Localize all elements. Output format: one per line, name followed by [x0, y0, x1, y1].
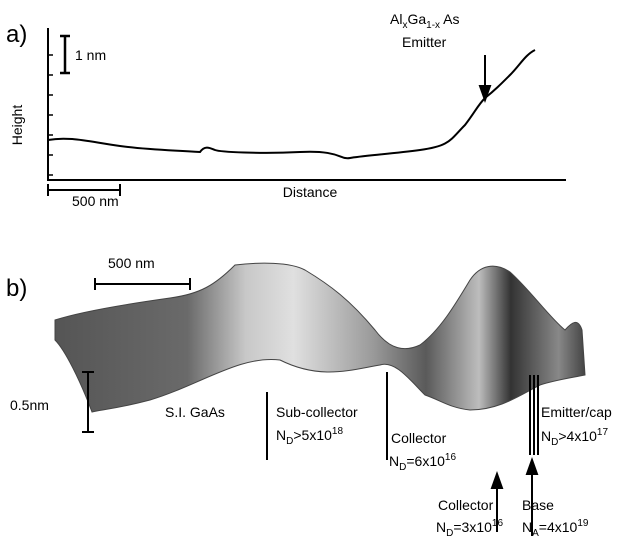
text: N: [522, 519, 532, 535]
emitter-name: Emitter: [402, 34, 447, 50]
panel-b: b) 500 nm 0.5nm S.I. GaAs Sub-collector …: [6, 255, 612, 539]
text: 16: [492, 518, 504, 529]
emitter-formula: AlxGa1-x As: [390, 11, 460, 31]
afm-surface: [54, 262, 586, 413]
z-scale: 0.5nm: [10, 397, 49, 413]
layer-name: Emitter/cap: [541, 404, 612, 420]
panel-label: b): [6, 275, 27, 302]
height-scale: 1 nm: [75, 47, 106, 63]
panel-label: a): [6, 21, 27, 48]
layer-labels: Sub-collector ND>5x1018 Collector ND=6x1…: [276, 404, 612, 539]
layer-name: Collector: [438, 497, 494, 513]
doping: NA=4x1019: [522, 518, 589, 539]
text: Ga: [407, 11, 426, 27]
y-label: Height: [9, 105, 25, 146]
annotation-lines: [82, 278, 539, 536]
text: D: [551, 437, 558, 448]
text: >5x10: [293, 427, 332, 443]
text: =4x10: [539, 519, 578, 535]
text: =6x10: [406, 453, 445, 469]
substrate-label: S.I. GaAs: [165, 404, 225, 420]
doping: ND>4x1017: [541, 427, 608, 448]
text: 17: [597, 427, 609, 438]
x-label: Distance: [283, 184, 338, 200]
text: 18: [332, 426, 344, 437]
layer-name: Base: [522, 497, 554, 513]
text: 16: [445, 452, 457, 463]
layer-name: Collector: [391, 430, 447, 446]
layer-name: Sub-collector: [276, 404, 358, 420]
doping: ND=3x1016: [436, 518, 503, 539]
text: A: [532, 528, 539, 539]
text: D: [286, 436, 293, 447]
text: N: [276, 427, 286, 443]
text: N: [541, 428, 551, 444]
text: 19: [577, 518, 589, 529]
text: =3x10: [453, 519, 492, 535]
text: Al: [390, 11, 402, 27]
x-scale: 500 nm: [72, 193, 119, 209]
text: As: [440, 11, 459, 27]
doping: ND>5x1018: [276, 426, 343, 447]
x-scale: 500 nm: [108, 255, 155, 271]
panel-a: a) Height 1 nm 500 nm Distance AlxGa1-x …: [6, 11, 566, 209]
axes: [47, 28, 566, 196]
text: D: [446, 528, 453, 539]
text: D: [399, 462, 406, 473]
text: N: [436, 519, 446, 535]
text: 1-x: [426, 20, 440, 31]
doping: ND=6x1016: [389, 452, 456, 473]
text: N: [389, 453, 399, 469]
text: x: [402, 20, 407, 31]
text: >4x10: [558, 428, 597, 444]
